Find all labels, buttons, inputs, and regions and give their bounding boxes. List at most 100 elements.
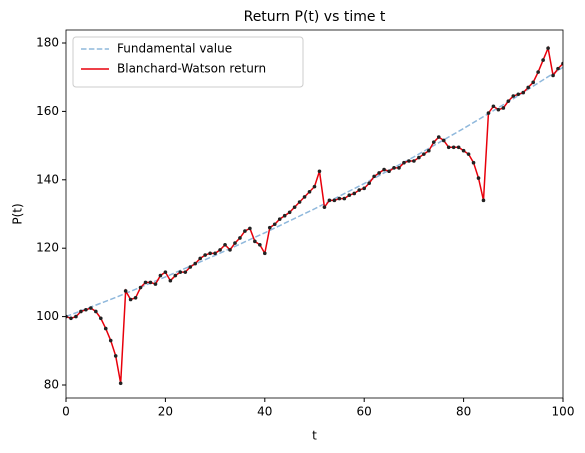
data-point [501,106,506,110]
data-point [113,354,118,358]
data-point [228,248,232,252]
data-point [163,270,168,274]
data-point [277,217,282,221]
data-point [496,107,501,112]
data-point [397,166,401,170]
data-point [347,193,352,197]
x-tick-label: 40 [257,405,272,419]
data-point [521,90,526,95]
data-point [412,159,416,163]
data-point [506,99,511,103]
data-point [263,251,267,256]
data-point [332,198,337,203]
y-tick-label: 160 [36,104,59,118]
data-point [352,191,357,196]
data-point [541,58,545,62]
x-tick-label: 60 [357,405,372,419]
y-tick-label: 180 [36,35,59,49]
data-point [317,169,322,174]
data-point [208,251,212,256]
data-point [342,196,347,201]
data-point [153,282,158,286]
y-tick-label: 100 [36,309,59,323]
data-point [377,171,381,175]
data-point [427,148,431,153]
data-point [89,306,93,310]
data-point [431,140,436,144]
data-point [272,222,277,227]
data-point [128,297,133,302]
data-point [302,195,307,199]
data-point [556,66,560,71]
data-point [531,80,535,85]
data-point [123,289,128,293]
data-point [79,309,83,314]
data-point [476,176,481,180]
data-point [158,273,163,278]
data-point [456,145,461,150]
y-tick-label: 140 [36,172,59,186]
data-point [441,138,446,143]
data-point [546,46,550,50]
data-point [183,270,188,274]
data-point [511,94,516,98]
data-point [258,242,262,247]
data-point [471,160,476,165]
legend-box [72,36,304,88]
data-point [248,226,252,231]
data-point [118,381,123,386]
series-line [66,45,563,384]
data-point [407,159,411,163]
data-point [198,256,202,261]
data-point [148,280,153,285]
data-point [451,145,456,150]
data-point [387,169,391,174]
data-point [74,314,78,319]
data-point [436,135,441,139]
data-point [461,148,466,153]
data-point [243,229,247,233]
plot-frame [65,29,564,399]
data-point [108,338,113,343]
series-line [66,66,563,318]
y-tick-label: 120 [36,241,59,255]
data-point [417,155,421,160]
data-point [297,200,302,204]
data-point [193,261,198,266]
data-point [103,326,108,331]
data-point [66,314,68,319]
data-point [238,236,242,240]
data-point [357,188,362,192]
data-point [327,198,332,203]
data-point [307,189,312,194]
data-point [446,145,451,150]
data-point [287,210,292,215]
data-point [84,307,88,312]
data-point [218,248,222,252]
data-point [98,316,103,321]
data-point [133,295,138,300]
data-point [526,85,531,90]
data-point [486,111,491,115]
data-point [267,225,272,230]
data-point [481,198,486,203]
data-point [253,239,257,244]
chart-title: Return P(t) vs time t [244,9,386,25]
data-point [466,152,471,156]
data-point [367,181,371,186]
data-point [312,184,317,189]
data-point [392,166,396,170]
data-point [178,270,183,274]
data-point [173,273,178,278]
data-point [402,160,406,165]
data-point [233,241,237,245]
data-point [292,205,297,209]
data-point [362,186,367,191]
data-point [551,73,555,78]
data-point [168,278,173,283]
data-point [536,70,540,74]
data-point [213,251,217,256]
data-point [382,167,386,172]
data-point [223,242,227,247]
